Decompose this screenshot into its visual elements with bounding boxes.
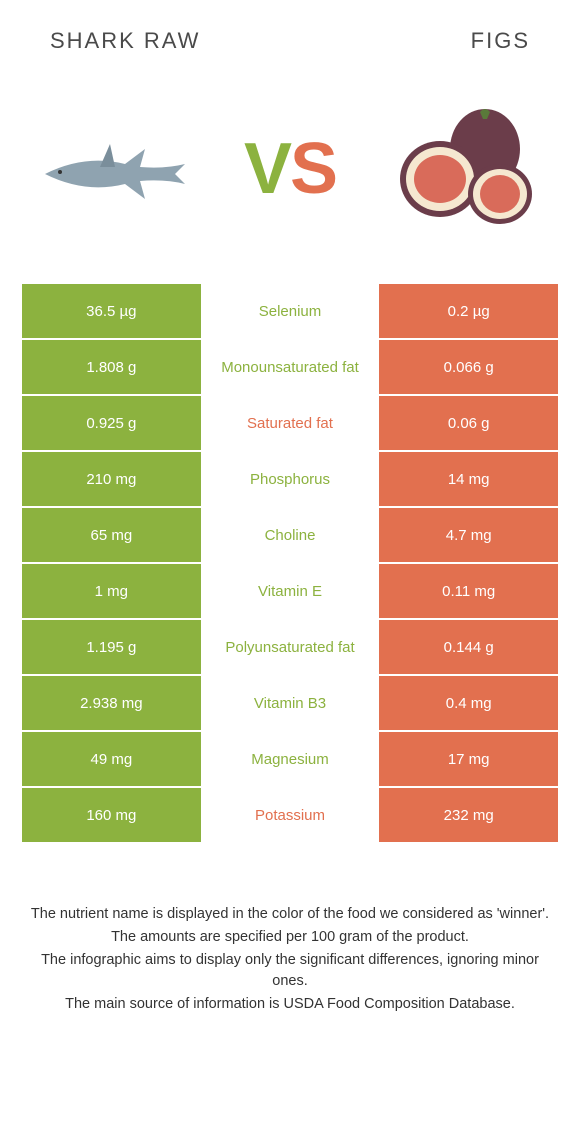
nutrient-label: Polyunsaturated fat	[201, 620, 380, 676]
table-row: 49 mgMagnesium17 mg	[22, 732, 558, 788]
shark-image	[35, 104, 195, 234]
value-left: 160 mg	[22, 788, 201, 844]
value-right: 17 mg	[379, 732, 558, 788]
footnote: The nutrient name is displayed in the co…	[30, 904, 550, 1015]
vs-s: S	[290, 129, 336, 209]
value-right: 232 mg	[379, 788, 558, 844]
value-right: 0.06 g	[379, 396, 558, 452]
nutrient-label: Saturated fat	[201, 396, 380, 452]
footnote-line: The nutrient name is displayed in the co…	[30, 904, 550, 925]
nutrient-label: Magnesium	[201, 732, 380, 788]
value-right: 0.144 g	[379, 620, 558, 676]
nutrient-table: 36.5 µgSelenium0.2 µg1.808 gMonounsatura…	[22, 284, 558, 844]
footnote-line: The main source of information is USDA F…	[30, 994, 550, 1015]
nutrient-label: Phosphorus	[201, 452, 380, 508]
value-left: 1 mg	[22, 564, 201, 620]
table-row: 160 mgPotassium232 mg	[22, 788, 558, 844]
value-left: 65 mg	[22, 508, 201, 564]
value-right: 0.4 mg	[379, 676, 558, 732]
value-left: 1.195 g	[22, 620, 201, 676]
table-row: 65 mgCholine4.7 mg	[22, 508, 558, 564]
table-row: 1.808 gMonounsaturated fat0.066 g	[22, 340, 558, 396]
vs-label: VS	[244, 128, 336, 210]
title-left: Shark raw	[50, 28, 200, 54]
value-right: 0.2 µg	[379, 284, 558, 340]
nutrient-label: Vitamin B3	[201, 676, 380, 732]
nutrient-label: Monounsaturated fat	[201, 340, 380, 396]
table-row: 1 mgVitamin E0.11 mg	[22, 564, 558, 620]
title-right: Figs	[471, 28, 530, 54]
footnote-line: The infographic aims to display only the…	[30, 950, 550, 992]
nutrient-label: Choline	[201, 508, 380, 564]
value-right: 4.7 mg	[379, 508, 558, 564]
value-left: 2.938 mg	[22, 676, 201, 732]
table-row: 210 mgPhosphorus14 mg	[22, 452, 558, 508]
value-left: 49 mg	[22, 732, 201, 788]
table-row: 1.195 gPolyunsaturated fat0.144 g	[22, 620, 558, 676]
table-row: 36.5 µgSelenium0.2 µg	[22, 284, 558, 340]
vs-v: V	[244, 129, 290, 209]
hero-row: VS	[0, 64, 580, 284]
figs-image	[385, 104, 545, 234]
table-row: 2.938 mgVitamin B30.4 mg	[22, 676, 558, 732]
value-left: 210 mg	[22, 452, 201, 508]
value-right: 14 mg	[379, 452, 558, 508]
nutrient-label: Selenium	[201, 284, 380, 340]
nutrient-label: Potassium	[201, 788, 380, 844]
nutrient-label: Vitamin E	[201, 564, 380, 620]
table-row: 0.925 gSaturated fat0.06 g	[22, 396, 558, 452]
value-left: 36.5 µg	[22, 284, 201, 340]
value-right: 0.066 g	[379, 340, 558, 396]
value-left: 0.925 g	[22, 396, 201, 452]
value-left: 1.808 g	[22, 340, 201, 396]
value-right: 0.11 mg	[379, 564, 558, 620]
footnote-line: The amounts are specified per 100 gram o…	[30, 927, 550, 948]
